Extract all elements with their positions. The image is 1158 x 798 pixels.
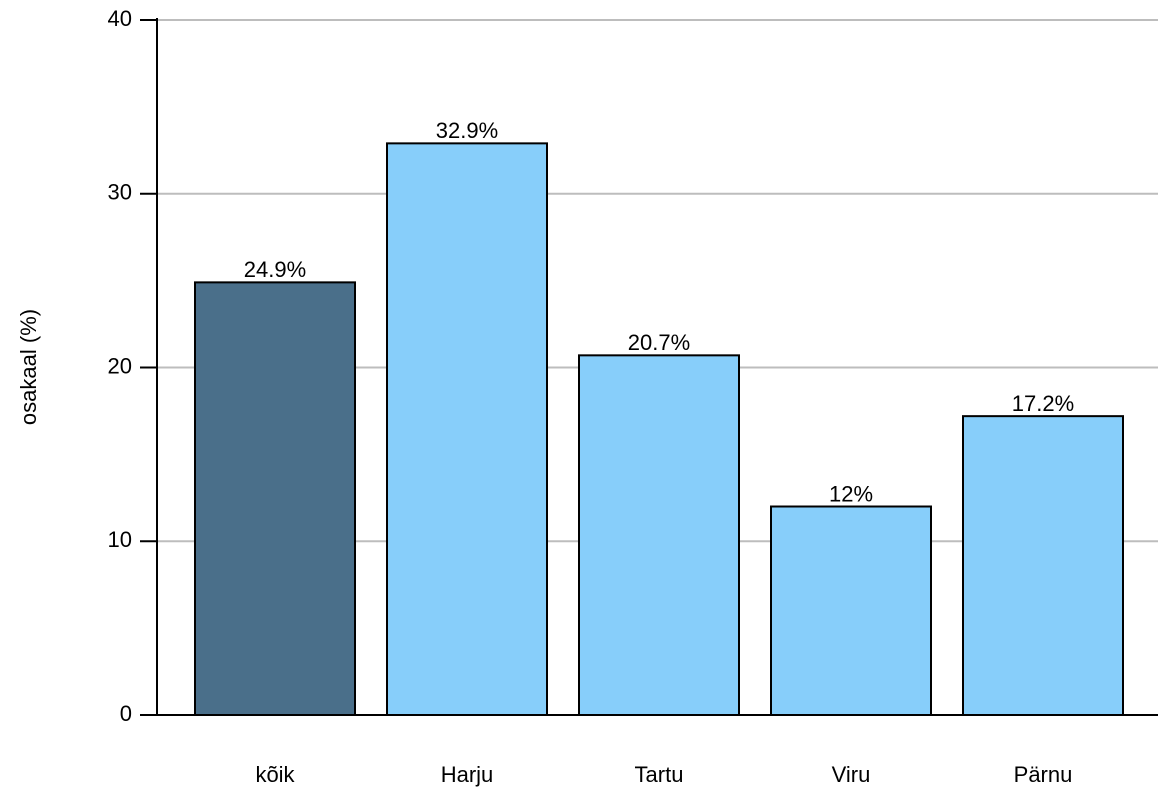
bar: [962, 415, 1124, 716]
value-label: 20.7%: [628, 330, 690, 355]
value-label: 32.9%: [436, 118, 498, 143]
x-tick-label: Pärnu: [1014, 762, 1073, 787]
y-tick-label: 30: [108, 180, 132, 205]
value-label: 12%: [829, 481, 873, 506]
value-label: 24.9%: [244, 257, 306, 282]
y-tick-label: 40: [108, 6, 132, 31]
bar: [770, 505, 932, 716]
y-tick-label: 10: [108, 527, 132, 552]
x-tick-label: Harju: [441, 762, 494, 787]
x-tick-label: Tartu: [635, 762, 684, 787]
y-tick-label: 0: [120, 701, 132, 726]
value-label: 17.2%: [1012, 391, 1074, 416]
bar: [578, 354, 740, 716]
y-axis-label: osakaal (%): [16, 309, 41, 425]
y-tick-label: 20: [108, 353, 132, 378]
bar: [386, 142, 548, 717]
x-tick-label: kõik: [255, 762, 295, 787]
bar: [194, 281, 356, 716]
x-tick-label: Viru: [832, 762, 871, 787]
